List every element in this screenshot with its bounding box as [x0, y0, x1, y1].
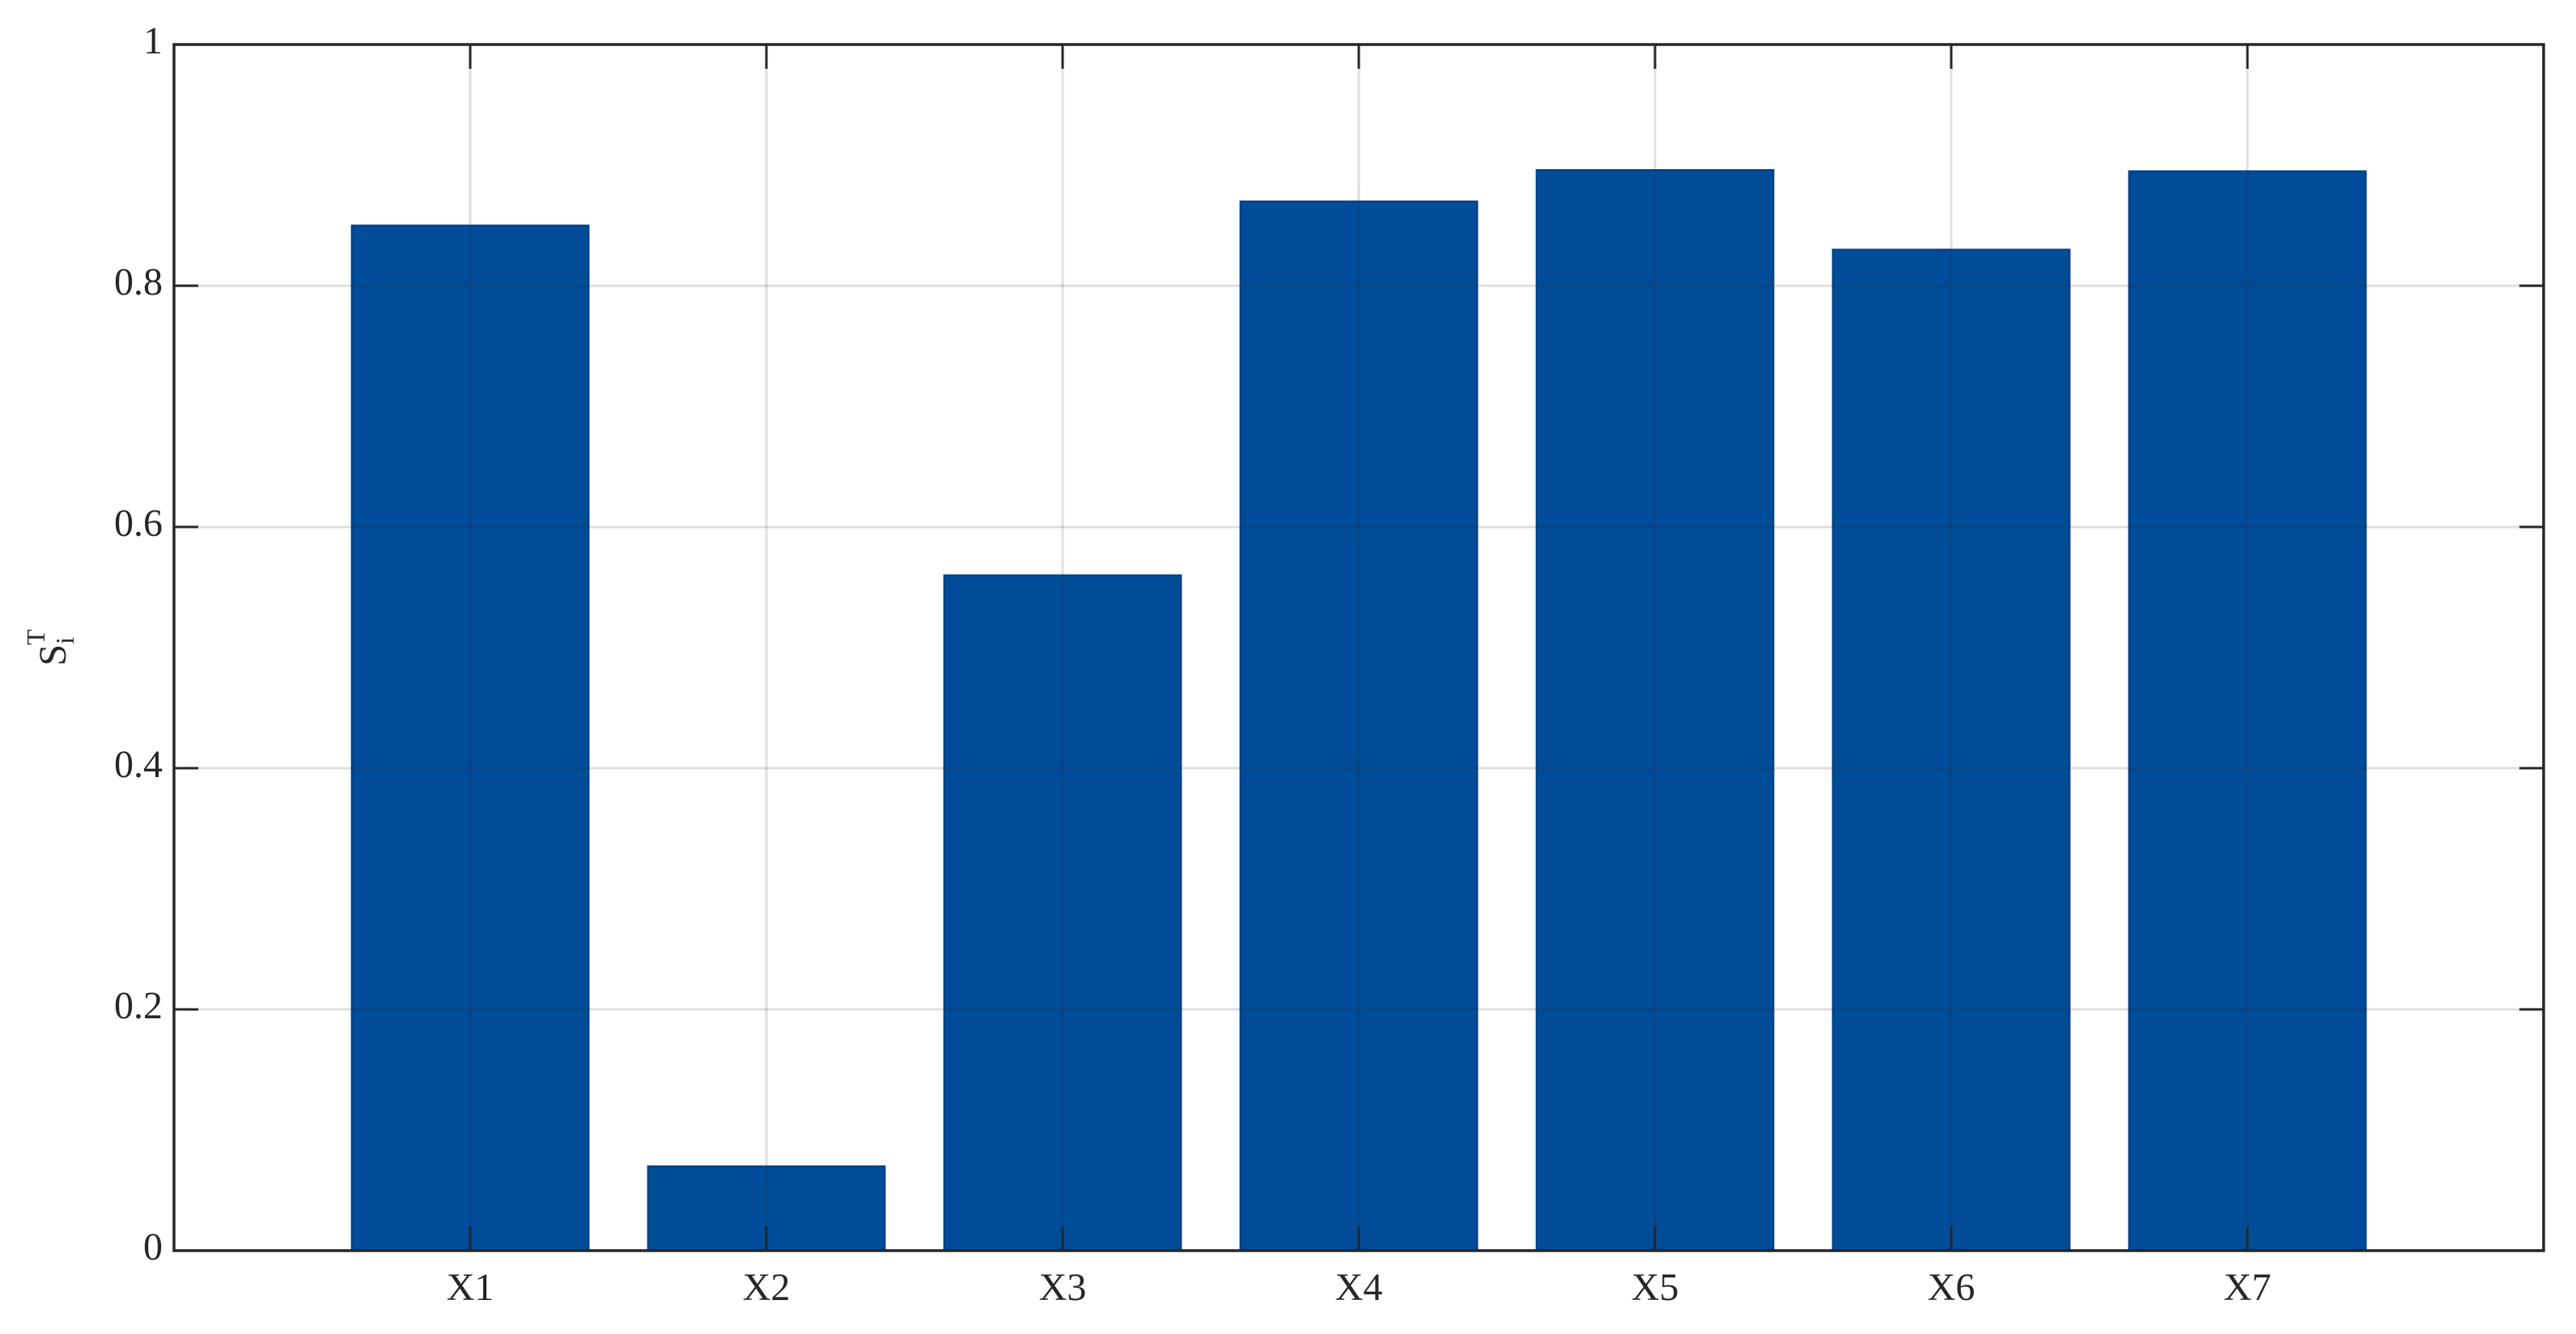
x-tick-label: X7	[2224, 1266, 2272, 1309]
y-label-sup: T	[21, 629, 50, 645]
bar	[2128, 170, 2367, 1252]
y-axis-label: SiT	[21, 629, 79, 666]
y-tick-label: 0	[143, 1226, 163, 1268]
axes-box	[172, 43, 2545, 1252]
bar	[1239, 200, 1479, 1252]
x-tick-label: X1	[447, 1266, 494, 1309]
y-tick-label: 0.6	[114, 502, 163, 545]
x-tick-label: X4	[1335, 1266, 1383, 1309]
bar	[350, 224, 590, 1251]
x-tick-label: X6	[1928, 1266, 1975, 1309]
y-label-sub: i	[50, 637, 79, 644]
y-tick-label: 0.8	[114, 261, 163, 304]
y-label-base: S	[32, 644, 74, 666]
x-tick-label: X5	[1632, 1266, 1679, 1309]
y-tick-label: 1	[143, 19, 163, 62]
bar	[943, 574, 1182, 1251]
x-tick-label: X2	[743, 1266, 791, 1309]
x-tick-label: X3	[1039, 1266, 1087, 1309]
y-tick-label: 0.4	[114, 743, 163, 786]
y-tick-label: 0.2	[114, 984, 163, 1027]
bar	[1831, 249, 2071, 1251]
